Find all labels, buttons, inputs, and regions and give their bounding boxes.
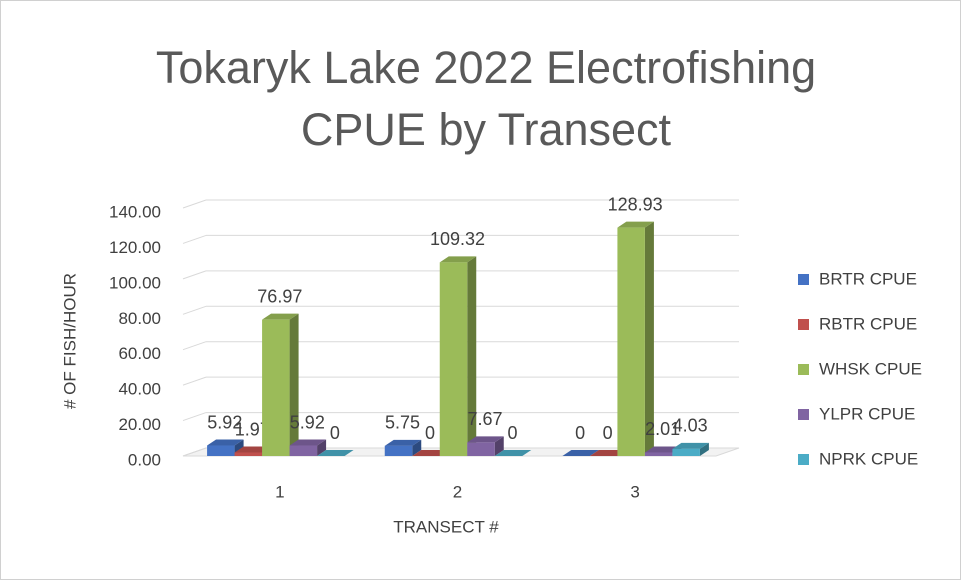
grid-line-side	[182, 341, 207, 351]
chart-title: Tokaryk Lake 2022 Electrofishing CPUE by…	[155, 42, 817, 155]
legend-label: BRTR CPUE	[819, 269, 917, 288]
y-tick-label: 100.00	[109, 273, 161, 292]
y-tick-label: 120.00	[109, 238, 161, 257]
legend-swatch	[798, 409, 809, 420]
legend-label: YLPR CPUE	[819, 404, 915, 423]
data-label: 0	[603, 423, 613, 443]
x-axis-label: TRANSECT #	[393, 517, 499, 536]
grid-line-side	[182, 199, 207, 209]
bar	[289, 439, 327, 456]
data-label: 2.01	[645, 419, 680, 439]
bar	[262, 313, 299, 456]
data-label: 5.75	[385, 413, 420, 433]
grid-line-side	[182, 305, 207, 315]
y-tick-label: 40.00	[118, 380, 161, 399]
legend-swatch	[798, 274, 809, 285]
y-tick-label: 140.00	[109, 202, 161, 221]
grid-line-side	[182, 270, 207, 280]
bar	[439, 256, 477, 456]
grid-line-side	[182, 447, 207, 457]
y-tick-label: 20.00	[118, 415, 161, 434]
legend-swatch	[798, 319, 809, 330]
data-label: 109.32	[430, 229, 485, 249]
data-label: 0	[575, 423, 585, 443]
bar	[672, 442, 709, 456]
bar	[494, 450, 532, 456]
data-label: 1.97	[235, 419, 270, 439]
grid-line-side	[182, 376, 207, 386]
bar	[467, 436, 504, 456]
data-label: 4.03	[673, 416, 708, 436]
legend-label: NPRK CPUE	[819, 449, 918, 468]
data-label: 76.97	[257, 286, 302, 306]
bar	[562, 450, 599, 456]
y-tick-label: 60.00	[118, 344, 161, 363]
legend-label: RBTR CPUE	[819, 314, 917, 333]
data-label: 0	[425, 423, 435, 443]
x-tick-label: 3	[630, 482, 639, 501]
y-tick-label: 80.00	[118, 309, 161, 328]
data-label: 5.92	[290, 412, 325, 432]
data-label: 5.92	[207, 412, 242, 432]
data-label: 0	[330, 423, 340, 443]
bar	[589, 450, 627, 456]
data-label: 0	[507, 423, 517, 443]
legend-swatch	[798, 454, 809, 465]
y-tick-label: 0.00	[128, 450, 161, 469]
bar	[412, 450, 449, 456]
data-label: 7.67	[467, 409, 502, 429]
grid-line-side	[182, 234, 207, 244]
data-label: 128.93	[608, 194, 663, 214]
y-axis-label: # OF FISH/HOUR	[60, 273, 79, 409]
bar	[384, 439, 422, 456]
x-tick-label: 1	[275, 482, 284, 501]
grid-line-side	[182, 412, 207, 422]
bar	[617, 221, 654, 456]
x-tick-label: 2	[453, 482, 462, 501]
legend-label: WHSK CPUE	[819, 359, 922, 378]
legend-swatch	[798, 364, 809, 375]
bar	[317, 450, 354, 456]
